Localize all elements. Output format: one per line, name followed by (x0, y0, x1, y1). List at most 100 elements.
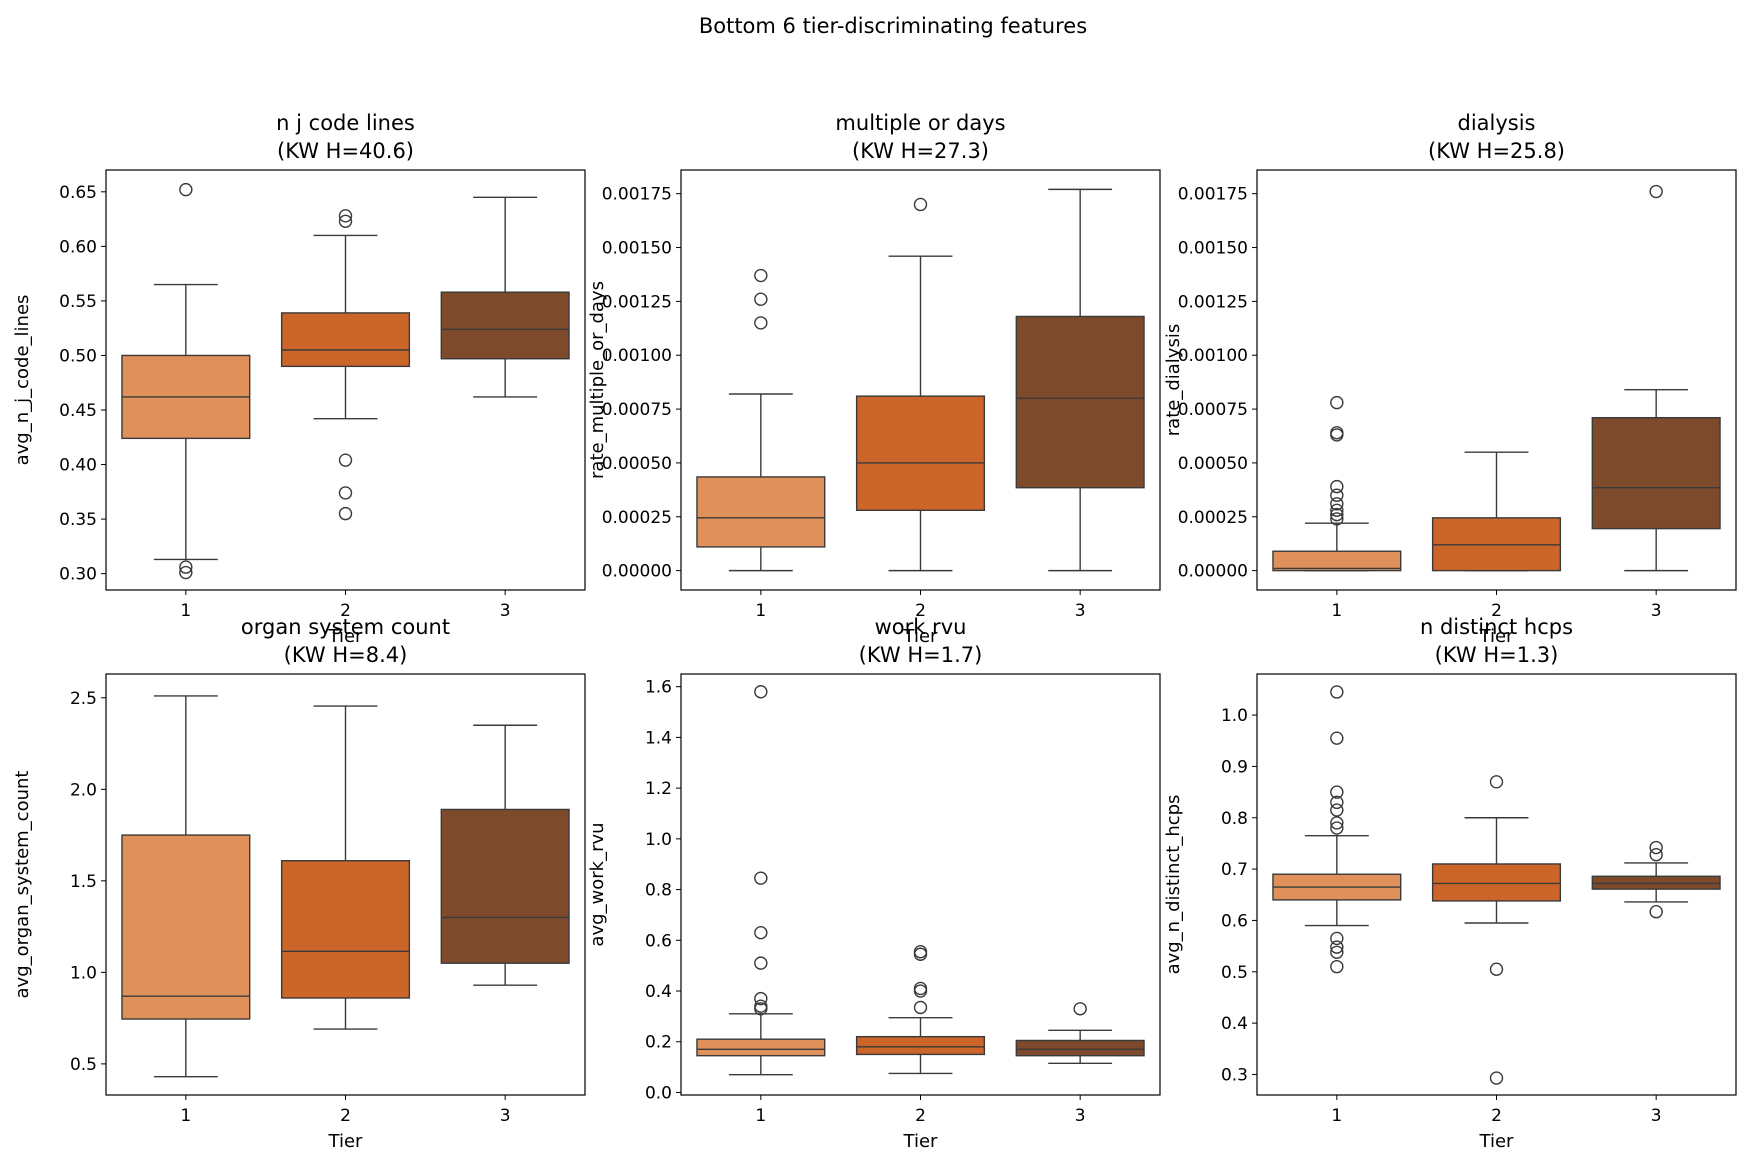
y-tick-label: 0.00125 (602, 292, 672, 312)
box-body (121, 834, 251, 1020)
subplot-4: organ system count (KW H=8.4) 0.5 1.0 1.5 2.0… (12, 615, 586, 1152)
y-tick-label: 0.55 (59, 292, 97, 312)
y-tick-label: 0.00075 (1178, 400, 1248, 420)
box-tier-2 (280, 705, 411, 1030)
outlier-point (1330, 395, 1344, 410)
subplot-title: multiple or days (835, 111, 1005, 135)
outlier-point (338, 209, 353, 223)
outlier-point (913, 1000, 928, 1015)
subplot-5: work rvu (KW H=1.7) 0.0 0.2 0.4 0.6 0.8 1.0 1.2 1… (587, 615, 1161, 1152)
x-tick-label: 1 (755, 601, 766, 621)
outlier-point (1330, 512, 1344, 526)
x-tick-label: 2 (915, 601, 926, 621)
outlier-point (754, 925, 768, 940)
y-tick-label: 0.40 (59, 456, 97, 476)
x-axis-label: Tier (1479, 626, 1515, 647)
box-tier-1 (1272, 685, 1402, 974)
outlier-point (1649, 840, 1663, 855)
subplot-subtitle: (KW H=40.6) (277, 139, 414, 163)
box-tier-3 (1591, 184, 1721, 572)
x-tick-label: 3 (500, 1106, 511, 1126)
y-tick-label: 0.3 (1221, 1065, 1248, 1085)
box-body (280, 312, 411, 368)
box-body (696, 1038, 826, 1057)
outlier-point (338, 486, 353, 500)
outlier-point (754, 1002, 768, 1016)
box-tier-2 (855, 197, 986, 572)
y-tick-label: 0.8 (1221, 809, 1248, 829)
y-tick-label: 0.00000 (602, 562, 672, 582)
outlier-point (1330, 816, 1344, 830)
x-tick-label: 1 (180, 601, 191, 621)
box-tier-1 (121, 695, 251, 1078)
outlier-point (754, 685, 768, 699)
outlier-point (1330, 940, 1344, 954)
x-axis-label: Tier (903, 1131, 939, 1152)
outlier-point (754, 956, 768, 970)
y-tick-label: 0.60 (59, 237, 97, 257)
y-tick-label: 1.2 (645, 779, 672, 799)
box-tier-2 (1431, 775, 1562, 1085)
y-tick-label: 0.00050 (602, 454, 672, 474)
outlier-point (913, 981, 928, 996)
outlier-point (1649, 905, 1663, 919)
outlier-point (1330, 685, 1344, 699)
outlier-point (1330, 959, 1344, 974)
outlier-point (754, 268, 768, 283)
y-tick-label: 0.2 (645, 1033, 672, 1053)
outlier-point (1330, 821, 1344, 835)
y-tick-label: 0.00150 (1178, 239, 1248, 259)
y-tick-label: 0.00150 (602, 239, 672, 259)
axes-frame (105, 169, 586, 591)
y-tick-label: 2.5 (70, 689, 97, 709)
outlier-point (1330, 795, 1344, 810)
y-axis-label: rate_dialysis (1163, 324, 1184, 436)
x-axis-label: Tier (903, 626, 939, 647)
y-tick-label: 0.0 (645, 1083, 672, 1103)
box-body (696, 476, 826, 548)
y-tick-label: 0.6 (1221, 911, 1248, 931)
box-body (1015, 1039, 1145, 1057)
box-tier-2 (855, 945, 986, 1075)
y-tick-label: 0.4 (1221, 1014, 1248, 1034)
y-tick-label: 0.65 (59, 183, 97, 203)
y-tick-label: 0.00000 (1178, 562, 1248, 582)
x-tick-label: 3 (1651, 1106, 1662, 1126)
subplot-1: n j code lines (KW H=40.6) 0.30 0.35 0.40 0.4… (12, 111, 586, 647)
box-tier-1 (696, 685, 826, 1076)
y-tick-label: 1.0 (1221, 706, 1248, 726)
subplot-title: organ system count (241, 615, 450, 639)
y-tick-label: 0.5 (70, 1055, 97, 1075)
y-tick-label: 0.7 (1221, 860, 1248, 880)
outlier-point (1330, 931, 1344, 946)
box-tier-3 (440, 724, 570, 986)
x-axis-label: Tier (328, 626, 364, 647)
y-tick-label: 0.5 (1221, 963, 1248, 983)
y-tick-label: 0.00100 (602, 346, 672, 366)
y-tick-label: 0.00100 (1178, 346, 1248, 366)
outlier-point (179, 182, 193, 197)
box-body (1591, 416, 1721, 530)
y-tick-label: 1.0 (70, 963, 97, 983)
y-axis-label: avg_work_rvu (587, 822, 608, 946)
y-tick-label: 0.30 (59, 565, 97, 585)
subplot-6: n distinct hcps (KW H=1.3) 0.3 0.4 0.5 0.6 0.7… (1163, 615, 1737, 1152)
x-tick-label: 2 (340, 1106, 351, 1126)
outlier-point (179, 565, 193, 580)
y-tick-label: 0.35 (59, 510, 97, 530)
x-tick-label: 3 (1075, 1106, 1086, 1126)
outlier-point (1489, 962, 1504, 976)
y-tick-label: 0.00175 (1178, 185, 1248, 205)
box-tier-3 (1591, 840, 1721, 919)
subplot-subtitle: (KW H=1.7) (859, 643, 983, 667)
outlier-point (1330, 507, 1344, 522)
box-tier-3 (440, 196, 570, 398)
y-tick-label: 1.4 (645, 728, 672, 748)
y-tick-label: 0.9 (1221, 757, 1248, 777)
outlier-point (913, 984, 928, 998)
subplot-2: multiple or days (KW H=27.3) 0.00000 0.0002… (587, 111, 1161, 647)
box-body (440, 808, 570, 964)
subplot-subtitle: (KW H=25.8) (1428, 139, 1565, 163)
box-body (1431, 863, 1562, 902)
